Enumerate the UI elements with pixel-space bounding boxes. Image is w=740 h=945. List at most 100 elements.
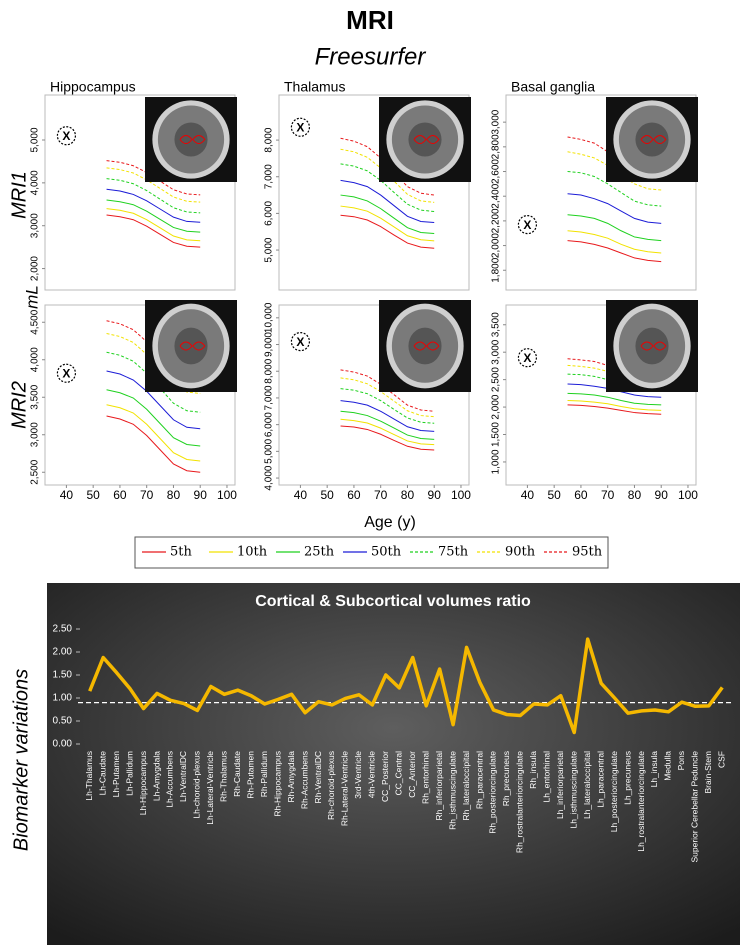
x-tick-label: 90: [194, 488, 208, 502]
mri-center: [174, 122, 208, 157]
patient-marker: [517, 348, 538, 368]
patient-marker: [290, 331, 311, 352]
percentile-line: [340, 400, 435, 432]
percentile-line: [340, 410, 435, 440]
x-tick-label: Rh_paracentral: [474, 751, 484, 809]
x-tick-label: 90: [428, 488, 442, 502]
x-tick-label: Rh_rostralanteriorcingulate: [515, 751, 525, 853]
legend-label: 10th: [237, 545, 268, 560]
percentile-line: [106, 178, 201, 214]
y-tick-label: 4,000: [264, 465, 275, 490]
x-tick-label: Lh_entorhinal: [542, 751, 552, 803]
patient-marker: [56, 363, 77, 383]
percentile-line: [567, 171, 662, 207]
y-tick-label: 5,000: [264, 438, 275, 463]
x-tick-label: Rh_insula: [528, 751, 538, 789]
panel-title: Thalamus: [284, 79, 345, 95]
legend-label: 25th: [304, 545, 335, 560]
mri-roi: [179, 341, 206, 351]
x-tick-label: Rh_lateraloccipital: [461, 751, 471, 821]
y-tick-label: 0.00: [53, 739, 73, 750]
y-tick-label: 3,500: [491, 312, 502, 337]
x-tick-label: Lh-Lateral-Ventricle: [205, 751, 215, 825]
mri-center: [408, 122, 442, 157]
legend-label: 95th: [572, 545, 603, 560]
patient-marker: [517, 214, 538, 235]
y-tick-label: 9,000: [264, 332, 275, 357]
row-label: MRI1: [8, 171, 30, 219]
panel-title: Basal ganglia: [511, 79, 595, 95]
percentile-line: [106, 415, 201, 473]
x-tick-label: 100: [451, 488, 471, 502]
chart-title: Cortical & Subcortical volumes ratio: [255, 593, 531, 610]
x-tick-label: Medulla: [663, 751, 673, 781]
x-tick-label: 3rd-Ventricle: [353, 751, 363, 799]
x-tick-label: Lh_precuneus: [622, 751, 632, 805]
percentile-line: [340, 194, 435, 235]
patient-marker: [290, 117, 311, 137]
y-tick-label: 2,000: [491, 233, 502, 258]
percentile-line: [106, 370, 201, 430]
y-axis-label: Biomarker variations: [10, 669, 32, 851]
patient-marker-label: X: [296, 335, 304, 349]
y-tick-label: 1,500: [491, 422, 502, 447]
x-tick-label: Lh-Pallidum: [124, 751, 134, 796]
y-tick-label: 2.00: [53, 647, 73, 658]
y-tick-label: 4,000: [30, 347, 41, 372]
x-tick-label: Lh_paracentral: [595, 751, 605, 808]
y-tick-label: 6,000: [264, 412, 275, 437]
x-tick-label: 60: [574, 488, 588, 502]
patient-marker-label: X: [62, 129, 70, 143]
x-tick-label: Brain-Stem: [703, 751, 713, 794]
mri-center: [635, 327, 669, 365]
x-tick-label: 40: [294, 488, 308, 502]
x-tick-label: Rh-Caudate: [232, 751, 242, 797]
figure-title: MRI: [346, 5, 394, 35]
x-tick-label: Rh_isthmuscingulate: [447, 751, 457, 830]
percentile-line: [340, 425, 435, 451]
percentile-line: [106, 208, 201, 242]
patient-marker: [56, 126, 77, 146]
x-tick-label: Rh-Lateral-Ventricle: [340, 751, 350, 826]
y-tick-label: 7,000: [264, 385, 275, 410]
x-tick-label: Rh_posteriorcingulate: [488, 751, 498, 834]
y-tick-label: 5,000: [264, 237, 275, 262]
legend-label: 5th: [170, 545, 192, 560]
x-tick-label: Lh_insula: [649, 751, 659, 788]
mri-roi: [640, 341, 667, 351]
x-tick-label: Lh-Amygdala: [151, 751, 161, 801]
percentile-line: [106, 389, 201, 447]
x-tick-label: 70: [140, 488, 154, 502]
chart-background: [47, 583, 740, 945]
legend-label: 90th: [505, 545, 536, 560]
patient-marker-label: X: [523, 351, 531, 365]
mri-roi: [179, 135, 206, 144]
y-tick-label: 4,500: [30, 309, 41, 334]
percentile-line: [106, 214, 201, 248]
y-tick-label: 5,000: [30, 127, 41, 152]
y-tick-label: 2,600: [491, 159, 502, 184]
x-tick-label: 100: [678, 488, 698, 502]
x-tick-label: Lh_lateraloccipital: [582, 751, 592, 819]
x-tick-label: Rh_inferiorparietal: [434, 751, 444, 821]
percentile-line: [567, 230, 662, 254]
y-tick-label: 2,000: [30, 256, 41, 281]
patient-marker-label: X: [62, 366, 70, 380]
x-tick-label: Lh_rostralanteriorcingulate: [636, 751, 646, 852]
x-tick-label: Superior Cerebellar Peduncle: [690, 751, 700, 863]
percentile-line: [340, 377, 435, 418]
percentile-line: [106, 199, 201, 233]
percentile-line: [340, 179, 435, 224]
x-tick-label: CC_Central: [394, 751, 404, 796]
x-tick-label: 70: [601, 488, 615, 502]
row-label: MRI2: [8, 381, 30, 429]
x-tick-label: Lh_isthmuscingulate: [568, 751, 578, 829]
percentile-line: [567, 240, 662, 263]
x-tick-label: Lh-VentralDC: [178, 751, 188, 802]
y-tick-label: 6,000: [264, 200, 275, 225]
y-tick-label: 10,000: [264, 302, 275, 333]
percentile-line: [340, 418, 435, 446]
x-tick-label: 60: [113, 488, 127, 502]
y-tick-label: 7,000: [264, 164, 275, 189]
